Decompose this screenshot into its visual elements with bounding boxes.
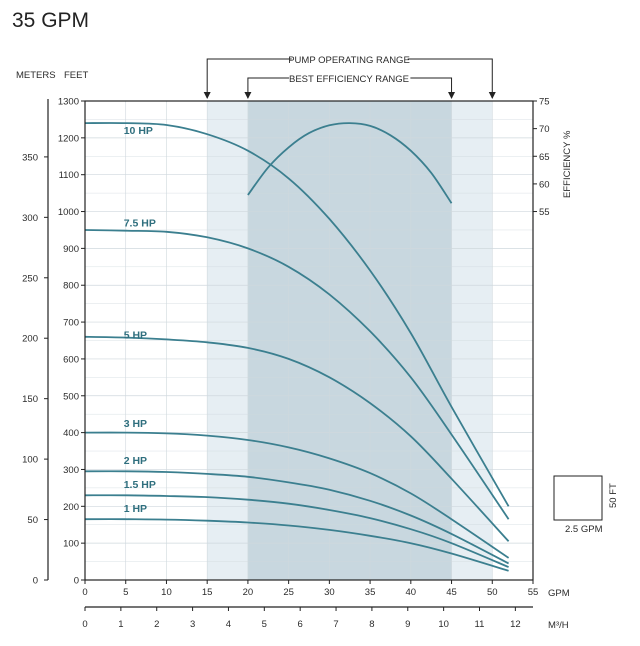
- feet-tick-label: 1100: [59, 170, 79, 181]
- m3h-tick-label: 10: [438, 619, 449, 630]
- feet-tick-label: 400: [63, 428, 79, 439]
- efficiency-curve-line: [247, 122, 453, 204]
- gpm-tick-label: 30: [324, 587, 335, 598]
- meters-tick-label: 0: [33, 576, 38, 587]
- efficiency-tick-label: 65: [539, 152, 550, 163]
- efficiency-axis-label: EFFICIENCY %: [562, 130, 573, 198]
- hp-curve-label: 1 HP: [124, 503, 147, 515]
- chart-title: 35 GPM: [12, 9, 89, 32]
- feet-tick-label: 300: [63, 465, 79, 476]
- efficiency-tick-label: 60: [539, 179, 550, 190]
- meters-tick-label: 100: [22, 455, 38, 466]
- pump-operating-range-left-line: [206, 58, 292, 98]
- m3h-tick-label: 9: [405, 619, 410, 630]
- hp-curve-line: [84, 431, 510, 559]
- feet-tick-label: 900: [63, 244, 79, 255]
- range-brackets: [203, 58, 496, 99]
- best-efficiency-range-right-line: [410, 77, 453, 98]
- best-efficiency-range-label: BEST EFFICIENCY RANGE: [289, 74, 409, 85]
- hp-curve-line: [84, 335, 510, 542]
- m3h-tick-label: 11: [475, 619, 485, 630]
- m3h-tick-label: 1: [118, 619, 123, 630]
- pump-operating-range-arrow: [203, 92, 211, 99]
- m3h-tick-label: 5: [262, 619, 267, 630]
- scale-box-y-label: 50 FT: [608, 483, 619, 508]
- m3h-tick-label: 6: [298, 619, 303, 630]
- hp-curve-line: [84, 122, 510, 507]
- feet-tick-label: 700: [63, 318, 79, 329]
- hp-curve-line: [84, 470, 510, 565]
- hp-curve-label: 2 HP: [124, 455, 147, 467]
- feet-tick-label: 0: [74, 576, 79, 587]
- gpm-tick-label: 15: [202, 587, 213, 598]
- meters-axis-label: METERS: [16, 70, 56, 81]
- efficiency-curve-group: [247, 122, 453, 204]
- efficiency-tick-label: 75: [539, 97, 550, 108]
- scale-box: [553, 475, 603, 521]
- gpm-tick-label: 25: [283, 587, 294, 598]
- feet-tick-label: 200: [63, 502, 79, 513]
- best-efficiency-range-left-line: [247, 77, 290, 98]
- hp-curve-label: 5 HP: [124, 330, 147, 342]
- meters-tick-label: 350: [22, 152, 38, 163]
- gpm-tick-label: 5: [123, 587, 128, 598]
- feet-tick-label: 1300: [58, 97, 79, 108]
- feet-tick-label: 1000: [58, 207, 79, 218]
- feet-tick-label: 800: [63, 281, 79, 292]
- m3h-tick-label: 12: [510, 619, 521, 630]
- hp-curves: 10 HP 7.5 HP 5 HP 3 HP 2 HP 1.5 HP 1 HP: [84, 122, 510, 572]
- efficiency-tick-label: 70: [539, 124, 550, 135]
- feet-tick-label: 600: [63, 354, 79, 365]
- meters-tick-label: 200: [22, 334, 38, 345]
- feet-axis-label: FEET: [64, 70, 88, 81]
- hp-curve-label: 10 HP: [124, 125, 153, 137]
- hp-curve-label: 1.5 HP: [124, 479, 156, 491]
- gpm-tick-label: 20: [243, 587, 254, 598]
- m3h-tick-label: 7: [333, 619, 338, 630]
- efficiency-tick-label: 55: [539, 207, 550, 218]
- meters-tick-label: 50: [27, 515, 38, 526]
- gpm-tick-label: 55: [528, 587, 539, 598]
- meters-tick-label: 250: [22, 273, 38, 284]
- plot-border: [84, 100, 534, 581]
- hp-curve-label: 3 HP: [124, 418, 147, 430]
- m3h-tick-label: 8: [369, 619, 374, 630]
- hp-curve-line: [84, 518, 509, 572]
- feet-tick-label: 1200: [58, 133, 79, 144]
- gpm-tick-label: 40: [406, 587, 417, 598]
- gpm-tick-label: 50: [487, 587, 498, 598]
- feet-tick-label: 500: [63, 391, 79, 402]
- m3h-tick-label: 2: [154, 619, 159, 630]
- m3h-tick-label: 0: [82, 619, 87, 630]
- pump-operating-range-label: PUMP OPERATING RANGE: [288, 55, 410, 66]
- pump-operating-range-arrow: [488, 92, 496, 99]
- best-efficiency-range-arrow: [448, 92, 456, 99]
- axes: 0100200300400500600700800900100011001200…: [22, 97, 549, 631]
- meters-tick-label: 300: [22, 213, 38, 224]
- m3h-tick-label: 4: [226, 619, 231, 630]
- feet-tick-label: 100: [63, 539, 79, 550]
- gpm-tick-label: 35: [365, 587, 376, 598]
- chart-texts: 35 GPM METERS FEET GPM M³/H EFFICIENCY %…: [12, 9, 619, 631]
- gpm-tick-label: 45: [446, 587, 457, 598]
- x-axis-label-gpm: GPM: [548, 588, 570, 599]
- hp-curve-line: [84, 229, 510, 520]
- pump-operating-range-right-line: [407, 58, 493, 98]
- m3h-tick-label: 3: [190, 619, 195, 630]
- scale-box-x-label: 2.5 GPM: [565, 524, 603, 535]
- gpm-tick-label: 0: [82, 587, 87, 598]
- meters-tick-label: 150: [22, 394, 38, 405]
- gpm-tick-label: 10: [161, 587, 172, 598]
- x2-axis-label-m3h: M³/H: [548, 620, 569, 631]
- plot-frame: [84, 100, 534, 581]
- hp-curve-line: [84, 494, 509, 568]
- best-efficiency-range-arrow: [244, 92, 252, 99]
- hp-curve-label: 7.5 HP: [124, 217, 156, 229]
